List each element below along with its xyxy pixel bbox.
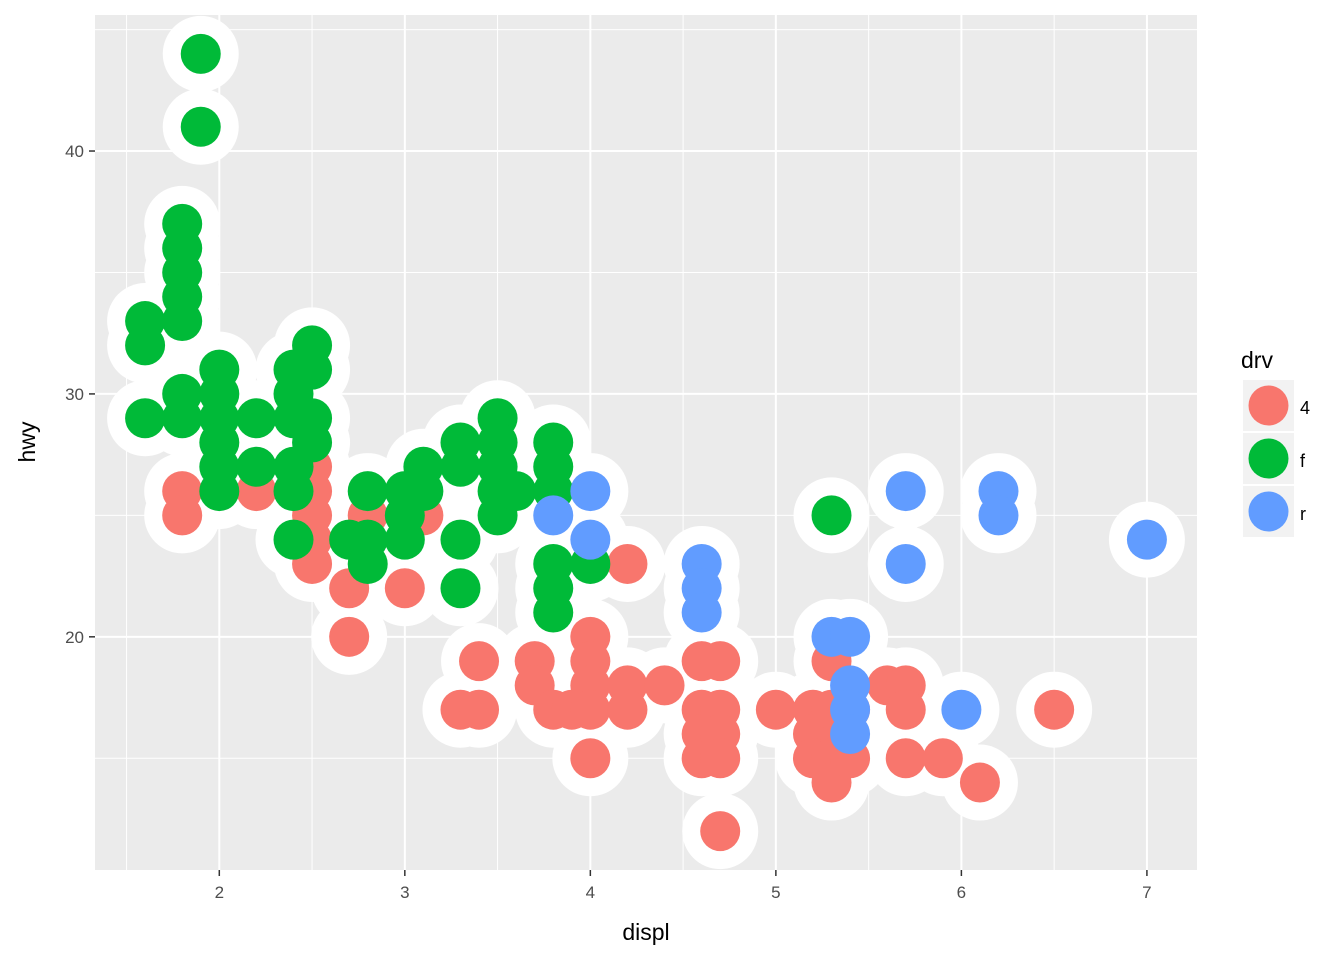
data-point-4 xyxy=(607,543,648,584)
data-point-f xyxy=(347,543,388,584)
data-point-r xyxy=(570,519,611,560)
data-point-f xyxy=(162,301,203,342)
legend-label-f: f xyxy=(1300,451,1306,471)
data-point-f xyxy=(533,592,574,633)
data-point-r xyxy=(830,713,871,754)
data-point-r xyxy=(533,495,574,536)
data-point-4 xyxy=(700,641,741,682)
data-point-4 xyxy=(755,689,796,730)
data-point-4 xyxy=(570,738,611,779)
data-point-f xyxy=(347,471,388,512)
data-point-4 xyxy=(570,689,611,730)
data-point-4 xyxy=(885,689,926,730)
x-tick-label: 4 xyxy=(586,883,595,902)
data-point-r xyxy=(978,495,1019,536)
legend-label-4: 4 xyxy=(1300,398,1310,418)
legend: drv 4 f r xyxy=(1241,347,1310,537)
data-point-4 xyxy=(922,738,963,779)
data-point-f xyxy=(180,106,221,147)
data-point-r xyxy=(570,471,611,512)
data-point-4 xyxy=(959,762,1000,803)
data-point-4 xyxy=(459,689,500,730)
data-point-4 xyxy=(162,495,203,536)
data-points xyxy=(125,33,1167,852)
data-point-f xyxy=(384,519,425,560)
data-point-f xyxy=(292,349,333,390)
data-point-r xyxy=(1126,519,1167,560)
data-point-f xyxy=(292,422,333,463)
data-point-f xyxy=(125,398,166,439)
data-point-f xyxy=(811,495,852,536)
data-point-f xyxy=(440,568,481,609)
x-axis-title: displ xyxy=(622,919,669,945)
data-point-4 xyxy=(329,616,370,657)
data-point-f xyxy=(236,446,277,487)
data-point-4 xyxy=(885,738,926,779)
data-point-r xyxy=(681,592,722,633)
legend-key-r xyxy=(1248,491,1289,532)
data-point-4 xyxy=(1034,689,1075,730)
legend-title: drv xyxy=(1241,347,1273,373)
data-point-r xyxy=(885,471,926,512)
data-point-f xyxy=(440,446,481,487)
x-tick-label: 7 xyxy=(1142,883,1151,902)
data-point-r xyxy=(941,689,982,730)
data-point-4 xyxy=(644,665,685,706)
legend-label-r: r xyxy=(1300,504,1306,524)
data-point-4 xyxy=(607,689,648,730)
data-point-f xyxy=(162,398,203,439)
data-point-f xyxy=(403,471,444,512)
data-point-4 xyxy=(459,641,500,682)
x-tick-label: 3 xyxy=(400,883,409,902)
x-tick-label: 5 xyxy=(771,883,780,902)
data-point-f xyxy=(236,398,277,439)
data-point-f xyxy=(199,471,240,512)
data-point-f xyxy=(496,471,537,512)
x-tick-label: 6 xyxy=(957,883,966,902)
y-tick-label: 30 xyxy=(65,385,84,404)
data-point-f xyxy=(125,325,166,366)
y-tick-label: 40 xyxy=(65,142,84,161)
axis-ticks: 2 3 4 5 6 7 20 30 40 xyxy=(65,142,1152,902)
data-point-f xyxy=(273,519,314,560)
data-point-4 xyxy=(384,568,425,609)
y-tick-label: 20 xyxy=(65,628,84,647)
legend-key-4 xyxy=(1248,385,1289,426)
data-point-f xyxy=(273,471,314,512)
data-point-4 xyxy=(700,738,741,779)
data-point-r xyxy=(830,616,871,657)
legend-key-f xyxy=(1248,438,1289,479)
x-tick-label: 2 xyxy=(215,883,224,902)
y-axis-title: hwy xyxy=(14,421,40,462)
data-point-f xyxy=(180,33,221,74)
data-point-r xyxy=(885,543,926,584)
data-point-f xyxy=(440,519,481,560)
data-point-4 xyxy=(700,811,741,852)
